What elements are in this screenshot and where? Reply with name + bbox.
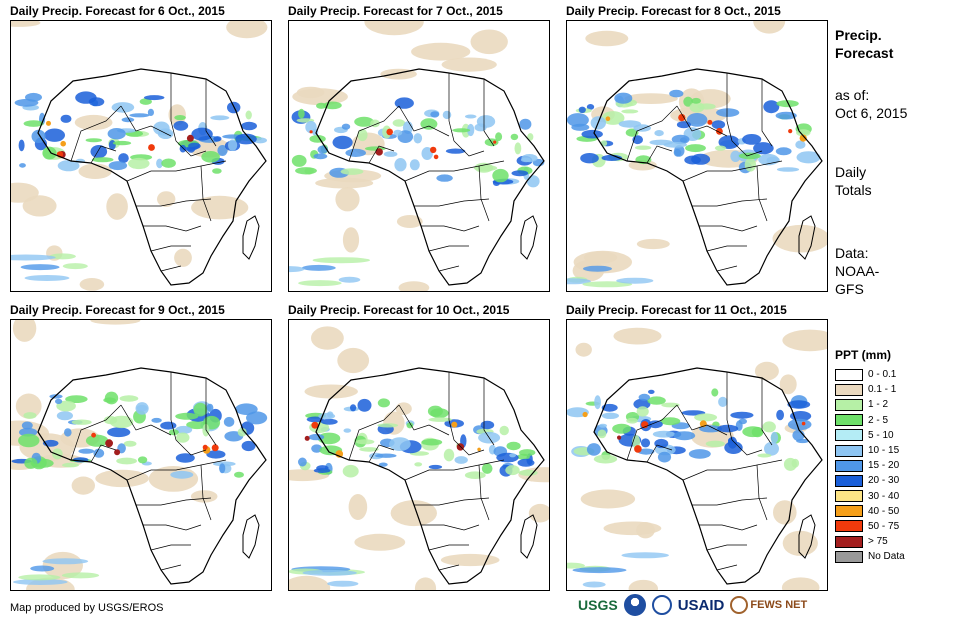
legend-swatch — [835, 535, 863, 548]
panel-title: Daily Precip. Forecast for 11 Oct., 2015 — [566, 303, 787, 317]
precip-map-canvas — [11, 320, 268, 590]
legend-item: 2 - 5 — [835, 413, 960, 428]
precip-map-canvas — [567, 327, 827, 590]
legend-title: PPT (mm) — [835, 348, 892, 362]
panel-title: Daily Precip. Forecast for 6 Oct., 2015 — [10, 4, 225, 18]
usgs-logo: USGS — [578, 597, 618, 613]
heading-line: Precip. — [835, 27, 882, 43]
legend-label: 0.1 - 1 — [868, 384, 897, 396]
map-panel-4: Daily Precip. Forecast for 9 Oct., 2015 — [10, 303, 272, 593]
legend-swatch — [835, 550, 863, 563]
legend: PPT (mm) 0 - 0.1 0.1 - 1 1 - 2 2 - 5 5 - 10 1… — [835, 348, 960, 564]
precip-map-canvas — [289, 326, 549, 590]
precip-map-4 — [10, 319, 272, 591]
precip-map-canvas — [289, 21, 545, 291]
legend-swatch — [835, 520, 863, 533]
legend-swatch — [835, 398, 863, 411]
legend-swatch — [835, 368, 863, 381]
map-panel-3: Daily Precip. Forecast for 8 Oct., 2015 — [566, 4, 828, 294]
legend-item: 15 - 20 — [835, 458, 960, 473]
legend-item: 30 - 40 — [835, 489, 960, 504]
legend-swatch — [835, 459, 863, 472]
map-panel-5: Daily Precip. Forecast for 10 Oct., 2015 — [288, 303, 550, 593]
totals-block: Daily Totals — [835, 163, 872, 199]
precip-map-2 — [288, 20, 550, 292]
legend-label: 40 - 50 — [868, 505, 900, 517]
legend-swatch — [835, 383, 863, 396]
legend-label: 15 - 20 — [868, 460, 900, 472]
totals-line: Totals — [835, 182, 872, 198]
legend-label: 20 - 30 — [868, 475, 900, 487]
legend-item: No Data — [835, 549, 960, 564]
legend-item: 40 - 50 — [835, 504, 960, 519]
precip-map-1 — [10, 20, 272, 292]
precip-map-3 — [566, 20, 828, 292]
panel-title: Daily Precip. Forecast for 10 Oct., 2015 — [288, 303, 510, 317]
side-heading: Precip. Forecast — [835, 26, 893, 62]
legend-item: 5 - 10 — [835, 428, 960, 443]
panel-title: Daily Precip. Forecast for 8 Oct., 2015 — [566, 4, 781, 18]
legend-label: 30 - 40 — [868, 490, 900, 502]
heading-line: Forecast — [835, 45, 894, 61]
panel-title: Daily Precip. Forecast for 7 Oct., 2015 — [288, 4, 503, 18]
logo-strip: USGS USAID FEWS NET — [578, 594, 807, 616]
precip-map-5 — [288, 319, 550, 591]
legend-item: 0 - 0.1 — [835, 367, 960, 382]
legend-label: 10 - 15 — [868, 445, 900, 457]
usaid-logo: USAID — [677, 596, 725, 614]
legend-label: No Data — [868, 551, 905, 563]
map-credit: Map produced by USGS/EROS — [10, 602, 164, 614]
panel-title: Daily Precip. Forecast for 9 Oct., 2015 — [10, 303, 225, 317]
legend-label: 5 - 10 — [868, 429, 894, 441]
as-of-block: as of: Oct 6, 2015 — [835, 86, 907, 122]
fews-net-logo: FEWS NET — [730, 596, 807, 614]
usaid-seal-icon — [651, 595, 672, 615]
legend-label: 2 - 5 — [868, 414, 889, 426]
legend-item: 0.1 - 1 — [835, 382, 960, 397]
legend-item: 10 - 15 — [835, 443, 960, 458]
legend-swatch — [835, 490, 863, 503]
totals-line: Daily — [835, 164, 867, 180]
legend-label: 0 - 0.1 — [868, 369, 897, 381]
precip-map-6 — [566, 319, 828, 591]
data-source-block: Data: NOAA- GFS — [835, 244, 879, 298]
legend-label: 1 - 2 — [868, 399, 889, 411]
data-source-line: NOAA- — [835, 263, 880, 279]
legend-label: > 75 — [868, 536, 888, 548]
legend-rows: 0 - 0.1 0.1 - 1 1 - 2 2 - 5 5 - 10 10 - 15 15 … — [835, 367, 960, 564]
legend-item: 20 - 30 — [835, 473, 960, 488]
legend-label: 50 - 75 — [868, 520, 900, 532]
legend-swatch — [835, 505, 863, 518]
as-of-label: as of: — [835, 87, 870, 103]
map-panel-1: Daily Precip. Forecast for 6 Oct., 2015 — [10, 4, 272, 294]
legend-item: > 75 — [835, 534, 960, 549]
data-source-line: GFS — [835, 281, 864, 297]
map-panel-6: Daily Precip. Forecast for 11 Oct., 2015 — [566, 303, 828, 593]
noaa-logo-icon — [623, 594, 646, 616]
data-source-line: Data: — [835, 245, 869, 261]
legend-swatch — [835, 444, 863, 457]
legend-item: 1 - 2 — [835, 397, 960, 412]
fews-globe-icon — [730, 596, 749, 614]
as-of-date: Oct 6, 2015 — [835, 105, 908, 121]
precip-map-canvas — [567, 21, 827, 288]
map-panel-2: Daily Precip. Forecast for 7 Oct., 2015 — [288, 4, 550, 294]
legend-item: 50 - 75 — [835, 519, 960, 534]
fews-net-label: FEWS NET — [750, 599, 808, 611]
legend-swatch — [835, 429, 863, 442]
legend-swatch — [835, 414, 863, 427]
precip-map-canvas — [11, 21, 268, 291]
legend-swatch — [835, 474, 863, 487]
